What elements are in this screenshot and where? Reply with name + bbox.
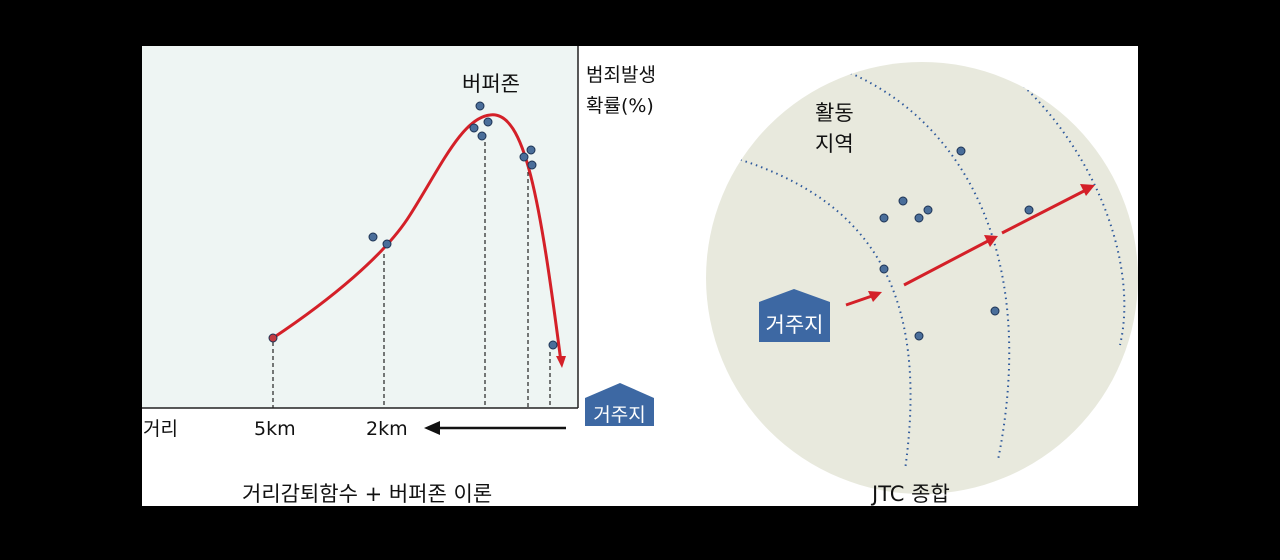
- point: [483, 117, 493, 127]
- point: [548, 340, 558, 350]
- y-axis-label-line2: 확률(%): [586, 95, 654, 117]
- y-axis-label-line1: 범죄발생: [586, 64, 656, 86]
- journey-arrow-segment: [1001, 189, 1085, 235]
- residence-label: 거주지: [593, 404, 646, 426]
- residence-label: 거주지: [765, 313, 824, 337]
- point: [526, 145, 536, 155]
- drop-lines: [272, 142, 551, 408]
- point: [519, 152, 529, 162]
- house-icon: [759, 289, 830, 342]
- right-points: [879, 146, 1034, 341]
- x-axis-label: 거리: [143, 418, 178, 440]
- point: [1024, 205, 1034, 215]
- point: [923, 205, 933, 215]
- point: [382, 239, 392, 249]
- point: [990, 306, 1000, 316]
- residence-marker-right: 거주지: [759, 302, 830, 342]
- dotted-arc-middle: [829, 64, 1011, 461]
- activity-area-label-line2: 지역: [815, 132, 854, 156]
- journey-arrowhead: [1080, 184, 1095, 196]
- right-caption: JTC 종합: [872, 482, 950, 506]
- curve-arrowhead: [556, 356, 566, 368]
- tick-label-5km: 5km: [254, 418, 296, 440]
- distance-decay-curve: [272, 113, 563, 363]
- activity-circle: [706, 62, 1138, 494]
- distance-arrow-head: [424, 421, 440, 435]
- point: [898, 196, 908, 206]
- house-icon: [585, 383, 654, 426]
- journey-arrow-segment: [903, 239, 989, 287]
- activity-area-label-line1: 활동: [815, 101, 854, 125]
- point: [956, 146, 966, 156]
- point: [475, 101, 485, 111]
- point: [477, 131, 487, 141]
- point: [914, 213, 924, 223]
- point: [527, 160, 537, 170]
- journey-arrows: [845, 184, 1095, 307]
- journey-arrowhead: [984, 235, 998, 247]
- dotted-arcs: [734, 62, 1126, 471]
- left-points: [268, 101, 558, 350]
- point: [879, 264, 889, 274]
- point: [268, 333, 278, 343]
- plot-area: [142, 46, 578, 408]
- point: [879, 213, 889, 223]
- journey-arrow-segment: [845, 294, 873, 307]
- residence-marker-left: 거주지: [585, 398, 654, 426]
- point: [914, 331, 924, 341]
- point: [469, 123, 479, 133]
- buffer-zone-label: 버퍼존: [462, 72, 520, 96]
- point: [368, 232, 378, 242]
- journey-arrowhead: [868, 291, 882, 302]
- left-caption: 거리감퇴함수 + 버퍼존 이론: [242, 482, 493, 506]
- tick-label-2km: 2km: [366, 418, 408, 440]
